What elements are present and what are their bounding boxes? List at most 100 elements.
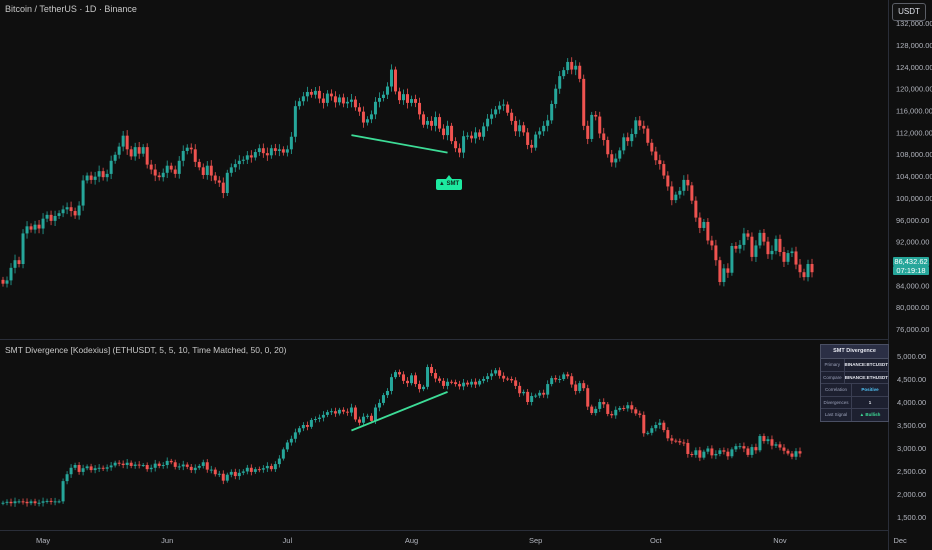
btc-candle <box>393 69 397 92</box>
eth-candle <box>29 501 33 504</box>
btc-candle <box>53 215 57 221</box>
btc-candle <box>173 169 177 174</box>
btc-candle <box>329 93 333 97</box>
eth-candle <box>281 449 285 459</box>
eth-candle <box>486 376 490 379</box>
eth-candle <box>450 381 454 383</box>
eth-candle <box>57 501 61 503</box>
btc-candle <box>161 172 165 178</box>
btc-candle <box>13 260 17 268</box>
eth-candle <box>462 382 466 387</box>
btc-candle <box>562 70 566 77</box>
eth-candle <box>426 367 430 387</box>
eth-candle <box>337 409 341 414</box>
btc-candle <box>77 205 81 216</box>
eth-candle <box>45 500 49 502</box>
eth-candle <box>414 375 418 385</box>
time-axis-label: May <box>36 536 50 545</box>
eth-candle <box>698 450 702 458</box>
eth-candle <box>157 463 161 466</box>
eth-candle <box>754 447 758 451</box>
eth-candle <box>181 464 185 467</box>
eth-candle <box>201 462 205 466</box>
btc-candle <box>325 93 329 103</box>
eth-candle <box>253 469 257 472</box>
eth-candle <box>381 395 385 403</box>
eth-candle <box>153 463 157 468</box>
smt-signal-label: ▲ SMT <box>436 175 462 190</box>
price-axis-tick: 84,000.00 <box>896 281 929 290</box>
eth-candle <box>722 450 726 452</box>
price-axis-tick: 100,000.00 <box>896 194 932 203</box>
btc-candle <box>782 251 786 262</box>
time-axis-label: Oct <box>650 536 663 545</box>
eth-candle <box>341 409 345 412</box>
btc-candle <box>634 120 638 135</box>
eth-candle <box>798 451 802 454</box>
btc-candle <box>570 61 574 70</box>
eth-candle <box>714 453 718 456</box>
eth-candle <box>602 402 606 405</box>
currency-selector[interactable]: USDT <box>892 3 926 21</box>
eth-candle <box>686 442 690 454</box>
indicator-axis-tick: 4,500.00 <box>897 375 926 384</box>
eth-candle <box>402 374 405 381</box>
btc-candle <box>506 104 510 113</box>
eth-candle <box>658 422 662 425</box>
eth-candle <box>566 374 570 377</box>
btc-candle <box>418 102 422 115</box>
eth-candle <box>321 414 325 418</box>
eth-candle <box>269 465 273 470</box>
btc-candle <box>530 144 534 148</box>
price-axis-tick: 120,000.00 <box>896 85 932 94</box>
eth-candle <box>353 407 357 420</box>
btc-candle <box>638 120 642 126</box>
time-axis-label: Dec <box>893 536 907 545</box>
btc-candle <box>261 148 265 154</box>
eth-candle <box>365 415 369 417</box>
btc-candle <box>205 165 209 175</box>
btc-candle <box>486 118 490 127</box>
btc-candle <box>125 135 129 150</box>
eth-candle <box>694 450 698 455</box>
eth-candle <box>233 471 237 477</box>
btc-candle <box>25 226 29 234</box>
eth-candle <box>502 375 506 379</box>
eth-candle <box>393 372 397 378</box>
btc-candle <box>498 105 502 110</box>
btc-candle <box>73 211 77 216</box>
btc-candle <box>145 147 149 165</box>
btc-candle <box>141 147 145 154</box>
eth-candle <box>193 467 197 471</box>
btc-candle <box>538 131 542 135</box>
btc-candle <box>285 149 289 153</box>
eth-candle <box>329 411 333 413</box>
btc-candle <box>466 135 470 137</box>
btc-candle <box>474 132 478 139</box>
eth-candle <box>369 415 373 421</box>
eth-candle <box>490 373 494 377</box>
btc-candle <box>225 172 229 194</box>
btc-candle <box>442 128 446 136</box>
btc-candle <box>133 147 137 157</box>
btc-candle <box>458 148 462 153</box>
btc-candle <box>105 173 109 178</box>
eth-candle <box>205 462 209 470</box>
eth-candle <box>117 462 121 464</box>
btc-candle <box>273 148 277 151</box>
btc-candle <box>518 125 522 132</box>
btc-candle <box>61 209 65 214</box>
eth-candle <box>738 446 742 448</box>
table-value: 1 <box>868 399 872 405</box>
btc-candle <box>670 186 674 201</box>
btc-candle <box>165 165 169 173</box>
indicator-axis-tick: 1,500.00 <box>897 513 926 522</box>
btc-candle <box>462 136 466 153</box>
eth-candle <box>534 395 538 397</box>
eth-candle <box>782 447 786 451</box>
eth-candle <box>746 448 750 455</box>
btc-candle <box>181 150 185 161</box>
time-axis-label: Aug <box>405 536 418 545</box>
